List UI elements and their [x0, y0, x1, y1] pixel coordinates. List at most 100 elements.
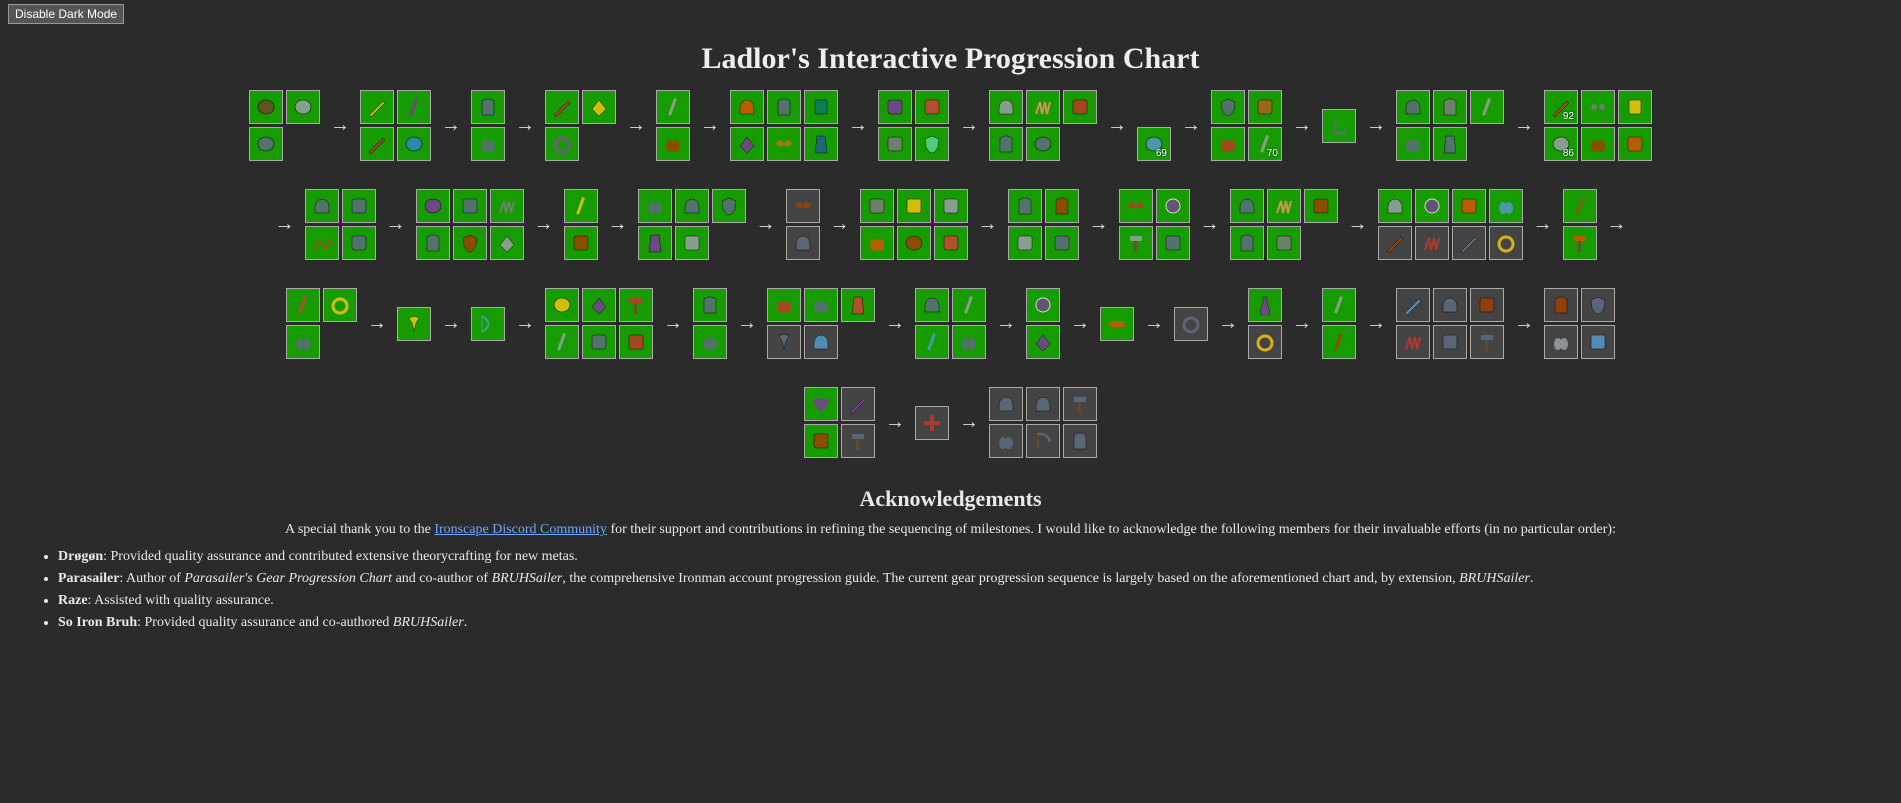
- item-cell[interactable]: [286, 288, 320, 322]
- item-cell[interactable]: [934, 189, 968, 223]
- item-cell[interactable]: [619, 325, 653, 359]
- item-cell[interactable]: [1581, 127, 1615, 161]
- item-cell[interactable]: [490, 226, 524, 260]
- item-cell[interactable]: [1470, 325, 1504, 359]
- item-cell[interactable]: [564, 189, 598, 223]
- item-cell[interactable]: [804, 387, 838, 421]
- item-cell[interactable]: [1026, 127, 1060, 161]
- item-cell[interactable]: [360, 127, 394, 161]
- item-cell[interactable]: [841, 387, 875, 421]
- item-cell[interactable]: [675, 189, 709, 223]
- item-cell[interactable]: [841, 424, 875, 458]
- item-cell[interactable]: [1248, 288, 1282, 322]
- item-cell[interactable]: [582, 288, 616, 322]
- item-cell[interactable]: [1489, 189, 1523, 223]
- item-cell[interactable]: [1008, 226, 1042, 260]
- item-cell[interactable]: [1026, 387, 1060, 421]
- item-cell[interactable]: [989, 127, 1023, 161]
- item-cell[interactable]: [360, 90, 394, 124]
- item-cell[interactable]: [767, 288, 801, 322]
- item-cell[interactable]: [1378, 189, 1412, 223]
- item-cell[interactable]: [1267, 189, 1301, 223]
- item-cell[interactable]: [305, 226, 339, 260]
- item-cell[interactable]: [1026, 288, 1060, 322]
- item-cell[interactable]: [1156, 226, 1190, 260]
- item-cell[interactable]: [1322, 109, 1356, 143]
- item-cell[interactable]: [1433, 288, 1467, 322]
- item-cell[interactable]: [656, 127, 690, 161]
- item-cell[interactable]: [1415, 226, 1449, 260]
- item-cell[interactable]: [1396, 127, 1430, 161]
- item-cell[interactable]: [545, 90, 579, 124]
- item-cell[interactable]: [1267, 226, 1301, 260]
- item-cell[interactable]: [804, 127, 838, 161]
- item-cell[interactable]: [545, 288, 579, 322]
- item-cell[interactable]: [1396, 90, 1430, 124]
- item-cell[interactable]: [1581, 325, 1615, 359]
- item-cell[interactable]: [545, 127, 579, 161]
- item-cell[interactable]: [786, 226, 820, 260]
- item-cell[interactable]: [786, 189, 820, 223]
- item-cell[interactable]: [342, 226, 376, 260]
- item-cell[interactable]: 70: [1248, 127, 1282, 161]
- item-cell[interactable]: [1415, 189, 1449, 223]
- item-cell[interactable]: [582, 90, 616, 124]
- item-cell[interactable]: [1156, 189, 1190, 223]
- item-cell[interactable]: [564, 226, 598, 260]
- item-cell[interactable]: [804, 424, 838, 458]
- item-cell[interactable]: [490, 189, 524, 223]
- item-cell[interactable]: [1618, 127, 1652, 161]
- item-cell[interactable]: [656, 90, 690, 124]
- item-cell[interactable]: [1045, 189, 1079, 223]
- item-cell[interactable]: [397, 90, 431, 124]
- item-cell[interactable]: [1452, 189, 1486, 223]
- item-cell[interactable]: [952, 288, 986, 322]
- item-cell[interactable]: [767, 90, 801, 124]
- item-cell[interactable]: [1581, 90, 1615, 124]
- item-cell[interactable]: 69: [1137, 127, 1171, 161]
- item-cell[interactable]: [1026, 90, 1060, 124]
- item-cell[interactable]: [1322, 325, 1356, 359]
- item-cell[interactable]: [1563, 189, 1597, 223]
- item-cell[interactable]: [1396, 325, 1430, 359]
- item-cell[interactable]: [1248, 90, 1282, 124]
- item-cell[interactable]: [471, 307, 505, 341]
- item-cell[interactable]: [545, 325, 579, 359]
- item-cell[interactable]: [804, 325, 838, 359]
- item-cell[interactable]: [878, 127, 912, 161]
- item-cell[interactable]: [1322, 288, 1356, 322]
- disable-dark-mode-button[interactable]: Disable Dark Mode: [8, 4, 124, 24]
- item-cell[interactable]: [804, 90, 838, 124]
- item-cell[interactable]: [1008, 189, 1042, 223]
- item-cell[interactable]: [915, 325, 949, 359]
- item-cell[interactable]: [1396, 288, 1430, 322]
- item-cell[interactable]: [638, 189, 672, 223]
- item-cell[interactable]: [767, 325, 801, 359]
- item-cell[interactable]: [915, 406, 949, 440]
- item-cell[interactable]: [1563, 226, 1597, 260]
- item-cell[interactable]: [249, 127, 283, 161]
- item-cell[interactable]: [1119, 189, 1153, 223]
- ironscape-link[interactable]: Ironscape Discord Community: [434, 522, 607, 537]
- item-cell[interactable]: [397, 127, 431, 161]
- item-cell[interactable]: [249, 90, 283, 124]
- item-cell[interactable]: [934, 226, 968, 260]
- item-cell[interactable]: [471, 90, 505, 124]
- item-cell[interactable]: [453, 189, 487, 223]
- item-cell[interactable]: [1470, 90, 1504, 124]
- item-cell[interactable]: [1230, 226, 1264, 260]
- item-cell[interactable]: [730, 127, 764, 161]
- item-cell[interactable]: 92: [1544, 90, 1578, 124]
- item-cell[interactable]: [1581, 288, 1615, 322]
- item-cell[interactable]: [1248, 325, 1282, 359]
- item-cell[interactable]: [342, 189, 376, 223]
- item-cell[interactable]: [1063, 424, 1097, 458]
- item-cell[interactable]: [1378, 226, 1412, 260]
- item-cell[interactable]: [730, 90, 764, 124]
- item-cell[interactable]: [804, 288, 838, 322]
- item-cell[interactable]: 86: [1544, 127, 1578, 161]
- item-cell[interactable]: [1211, 90, 1245, 124]
- item-cell[interactable]: [582, 325, 616, 359]
- item-cell[interactable]: [989, 387, 1023, 421]
- item-cell[interactable]: [286, 325, 320, 359]
